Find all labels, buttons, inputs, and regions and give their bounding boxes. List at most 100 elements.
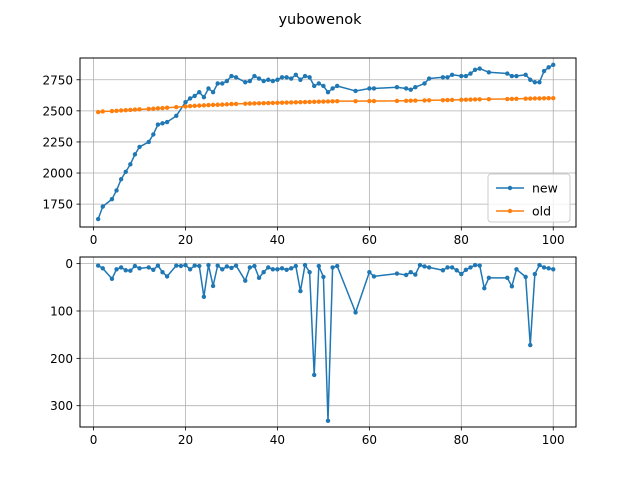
data-point bbox=[132, 107, 138, 112]
data-point bbox=[187, 267, 193, 272]
data-point bbox=[403, 98, 409, 103]
data-point bbox=[532, 271, 538, 277]
data-point bbox=[307, 75, 312, 80]
data-point bbox=[459, 97, 464, 102]
data-point bbox=[353, 88, 358, 94]
data-point bbox=[302, 73, 308, 79]
bottom-grid bbox=[80, 257, 576, 427]
data-point bbox=[266, 265, 271, 270]
data-point bbox=[270, 78, 276, 84]
data-point bbox=[541, 68, 547, 74]
data-point bbox=[279, 75, 285, 80]
y-tick-label: 2000 bbox=[42, 167, 73, 181]
data-point bbox=[247, 265, 253, 270]
x-tick-label: 40 bbox=[270, 233, 285, 247]
data-point bbox=[279, 266, 285, 271]
y-tick-label: 2250 bbox=[42, 135, 73, 149]
data-point bbox=[367, 86, 372, 91]
data-point bbox=[472, 97, 478, 102]
data-point bbox=[284, 75, 289, 80]
data-point bbox=[463, 73, 469, 79]
legend-marker-old bbox=[507, 208, 513, 214]
data-point bbox=[528, 342, 533, 348]
data-point bbox=[275, 267, 280, 272]
data-point bbox=[261, 100, 266, 106]
data-point bbox=[523, 96, 528, 101]
data-point bbox=[118, 265, 124, 270]
data-point bbox=[201, 94, 207, 100]
data-point bbox=[243, 80, 248, 85]
data-point bbox=[247, 101, 253, 106]
data-point bbox=[215, 263, 220, 268]
data-point bbox=[454, 268, 459, 273]
data-point bbox=[146, 139, 151, 145]
data-point bbox=[252, 263, 257, 269]
data-point bbox=[334, 263, 340, 269]
data-point bbox=[334, 98, 340, 104]
data-point bbox=[224, 102, 230, 107]
x-tick-label: 20 bbox=[178, 233, 193, 247]
data-point bbox=[394, 271, 400, 276]
data-point bbox=[426, 76, 432, 81]
legend: new old bbox=[487, 173, 571, 223]
data-point bbox=[353, 310, 358, 315]
data-point bbox=[233, 75, 239, 80]
data-point bbox=[151, 267, 156, 272]
data-point bbox=[192, 93, 197, 99]
data-point bbox=[417, 262, 423, 268]
data-point bbox=[486, 70, 492, 75]
data-point bbox=[201, 103, 207, 108]
data-point bbox=[449, 265, 455, 270]
data-point bbox=[206, 86, 211, 91]
data-point bbox=[114, 108, 119, 114]
data-point bbox=[509, 284, 515, 289]
data-point bbox=[151, 132, 156, 137]
data-point bbox=[215, 81, 220, 86]
y-tick-label: 2750 bbox=[42, 73, 73, 87]
data-point bbox=[537, 96, 542, 101]
x-tick-label: 100 bbox=[542, 433, 565, 447]
data-point bbox=[505, 71, 510, 76]
data-point bbox=[275, 100, 280, 105]
data-point bbox=[509, 73, 515, 79]
x-tick-label: 80 bbox=[454, 433, 469, 447]
data-point bbox=[224, 78, 230, 84]
data-point bbox=[284, 267, 289, 272]
data-point bbox=[413, 98, 418, 103]
data-point bbox=[266, 77, 271, 82]
data-point bbox=[183, 262, 188, 268]
data-point bbox=[210, 90, 216, 95]
data-point bbox=[371, 98, 377, 104]
data-point bbox=[477, 66, 482, 71]
data-point bbox=[275, 77, 280, 82]
data-point bbox=[210, 283, 216, 289]
data-point bbox=[164, 105, 170, 110]
data-point bbox=[243, 278, 248, 283]
top-plot-area bbox=[95, 62, 556, 222]
data-point bbox=[197, 90, 202, 95]
data-point bbox=[468, 265, 473, 270]
top-axes-frame bbox=[79, 57, 577, 228]
data-point bbox=[463, 267, 469, 272]
data-point bbox=[302, 262, 308, 268]
data-point bbox=[426, 265, 432, 270]
data-point bbox=[408, 269, 413, 275]
data-point bbox=[100, 266, 105, 271]
bottom-panel: 0 20 40 60 80 100 0 100 200 300 bbox=[50, 256, 577, 447]
data-point bbox=[514, 73, 519, 79]
x-tick-label: 80 bbox=[454, 233, 469, 247]
data-point bbox=[220, 267, 225, 272]
data-point bbox=[128, 268, 133, 273]
data-point bbox=[289, 266, 294, 271]
bottom-plot-area bbox=[95, 262, 556, 424]
data-point bbox=[537, 262, 542, 268]
data-point bbox=[95, 216, 101, 222]
data-point bbox=[408, 98, 413, 103]
data-point bbox=[528, 96, 533, 101]
data-point bbox=[197, 263, 202, 269]
data-point bbox=[210, 102, 216, 108]
data-point bbox=[289, 76, 294, 81]
data-point bbox=[532, 96, 538, 101]
x-tick-label: 40 bbox=[270, 433, 285, 447]
